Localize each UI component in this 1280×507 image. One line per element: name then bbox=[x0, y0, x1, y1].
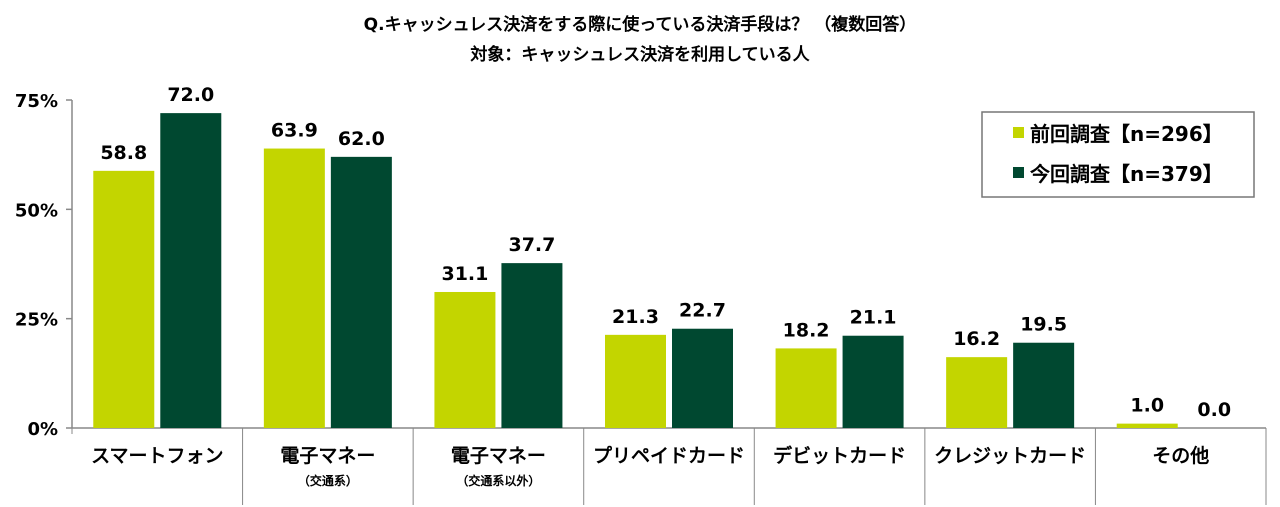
data-label: 18.2 bbox=[783, 319, 830, 341]
data-label: 31.1 bbox=[441, 263, 488, 285]
legend: 前回調査【n=296】 今回調査【n=379】 bbox=[981, 111, 1255, 198]
legend-swatch-current bbox=[1013, 167, 1024, 178]
y-tick-label: 25% bbox=[15, 310, 58, 331]
data-label: 22.7 bbox=[679, 300, 726, 322]
data-label: 19.5 bbox=[1020, 314, 1067, 336]
data-label: 72.0 bbox=[167, 84, 214, 106]
x-tick-label: デビットカード bbox=[773, 444, 906, 467]
data-label: 37.7 bbox=[508, 234, 555, 256]
chart-subtitle: 対象：キャッシュレス決済を利用している人 bbox=[469, 44, 810, 65]
x-tick-label: スマートフォン bbox=[91, 445, 223, 467]
x-tick-sublabel: （交通系） bbox=[298, 473, 358, 488]
y-tick-label: 0% bbox=[27, 419, 58, 440]
data-label: 63.9 bbox=[271, 120, 318, 142]
bar-current bbox=[1013, 342, 1075, 428]
x-tick-label: 電子マネー bbox=[280, 445, 375, 467]
bar-previous bbox=[605, 334, 666, 428]
data-label: 0.0 bbox=[1197, 399, 1231, 421]
bar-previous bbox=[1116, 423, 1178, 428]
bar-current bbox=[842, 335, 904, 428]
y-tick-label: 50% bbox=[15, 200, 58, 221]
legend-label-current: 今回調査【n=379】 bbox=[1030, 162, 1223, 186]
data-label: 21.3 bbox=[612, 306, 659, 328]
bar-previous bbox=[434, 291, 496, 428]
x-tick-label: プリペイドカード bbox=[593, 444, 745, 467]
bar-previous bbox=[946, 357, 1008, 428]
x-tick-sublabel: （交通系以外） bbox=[456, 473, 540, 488]
bar-current bbox=[501, 263, 563, 428]
legend-swatch-previous bbox=[1013, 127, 1024, 138]
bar-current bbox=[330, 156, 392, 428]
x-tick-label: 電子マネー bbox=[451, 445, 546, 467]
bar-previous bbox=[93, 170, 155, 428]
x-tick-label: クレジットカード bbox=[934, 445, 1086, 467]
bar-previous bbox=[263, 148, 325, 428]
data-label: 21.1 bbox=[850, 307, 897, 329]
legend-label-previous: 前回調査【n=296】 bbox=[1030, 122, 1223, 146]
bar-previous bbox=[775, 348, 837, 428]
data-label: 16.2 bbox=[953, 328, 1000, 350]
data-label: 62.0 bbox=[338, 128, 385, 150]
y-tick-label: 75% bbox=[15, 91, 58, 112]
chart-title: Q.キャッシュレス決済をする際に使っている決済手段は？ （複数回答） bbox=[364, 14, 917, 35]
x-tick-label: その他 bbox=[1152, 444, 1209, 467]
data-label: 1.0 bbox=[1130, 395, 1164, 417]
bar-current bbox=[672, 328, 733, 428]
data-label: 58.8 bbox=[100, 142, 147, 164]
bar-current bbox=[160, 113, 222, 429]
